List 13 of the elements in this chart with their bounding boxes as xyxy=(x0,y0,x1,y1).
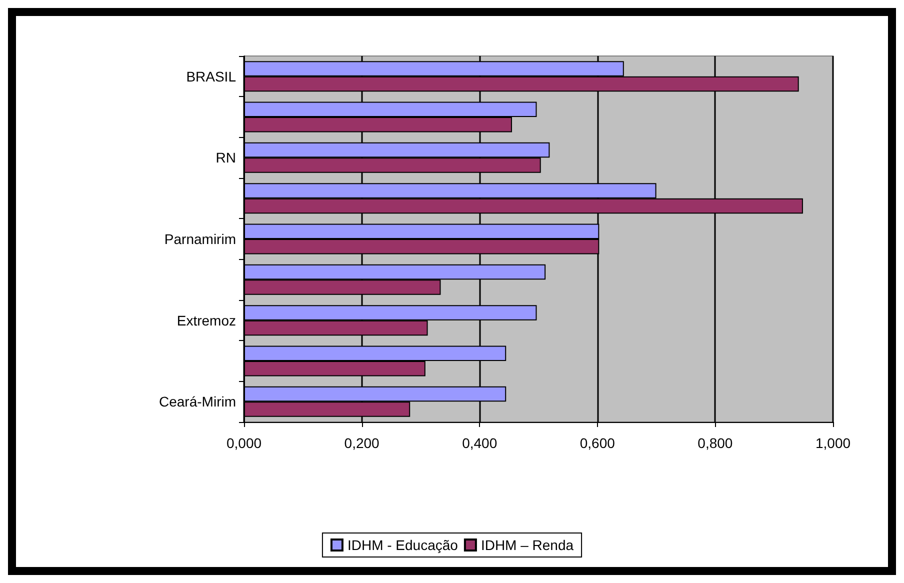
y-tick-label: BRASIL xyxy=(186,68,236,84)
y-tick-label: Parnamirim xyxy=(164,231,236,247)
legend-label: IDHM - Educação xyxy=(347,537,458,553)
legend-label: IDHM – Renda xyxy=(480,537,574,553)
x-tick-label: 0,000 xyxy=(226,435,262,451)
x-tick-label: 0,200 xyxy=(344,435,380,451)
x-tick-label: 0,400 xyxy=(462,435,498,451)
x-tick-label: 0,600 xyxy=(580,435,616,451)
y-tick-label: Ceará-Mirim xyxy=(159,394,236,410)
y-tick-label: Extremoz xyxy=(176,312,236,328)
x-tick-label: 1,000 xyxy=(815,435,851,451)
y-tick-label: RN xyxy=(216,150,236,166)
x-tick-label: 0,800 xyxy=(698,435,733,451)
